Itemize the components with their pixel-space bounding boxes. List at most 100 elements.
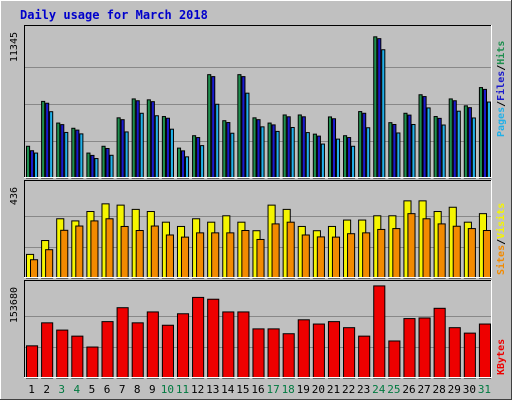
bar-files-day-7 bbox=[120, 119, 125, 179]
bar-hits-day-20 bbox=[312, 133, 317, 179]
bar-sites-day-23 bbox=[362, 232, 371, 279]
bar-hits-day-2 bbox=[41, 100, 46, 179]
bar-hits-day-7 bbox=[116, 117, 121, 179]
bar-pages-day-18 bbox=[290, 126, 295, 179]
bar-hits-day-29 bbox=[448, 98, 453, 179]
day-label-8: 8 bbox=[134, 383, 141, 396]
bar-sites-day-30 bbox=[467, 228, 476, 279]
bar-sites-day-4 bbox=[75, 225, 84, 279]
bar-files-day-19 bbox=[301, 116, 306, 179]
bar-files-day-9 bbox=[150, 101, 155, 179]
bar-files-day-18 bbox=[286, 116, 291, 179]
bar-pages-day-14 bbox=[230, 132, 235, 179]
bar-files-day-28 bbox=[437, 117, 442, 179]
bar-hits-day-19 bbox=[297, 114, 302, 179]
chart-title: Daily usage for March 2018 bbox=[20, 8, 208, 22]
y-max-label-kbytes: 153680 bbox=[9, 287, 20, 323]
bar-pages-day-8 bbox=[139, 112, 144, 179]
bar-hits-day-23 bbox=[358, 111, 363, 179]
bar-pages-day-17 bbox=[275, 130, 280, 179]
day-label-24: 24 bbox=[372, 383, 386, 396]
bar-hits-day-12 bbox=[192, 135, 197, 179]
bar-sites-day-22 bbox=[347, 233, 356, 279]
bar-pages-day-2 bbox=[49, 111, 54, 179]
bar-files-day-13 bbox=[211, 76, 216, 179]
day-label-4: 4 bbox=[74, 383, 81, 396]
day-label-9: 9 bbox=[149, 383, 156, 396]
bar-hits-day-21 bbox=[327, 116, 333, 179]
day-label-15: 15 bbox=[236, 383, 249, 396]
day-label-19: 19 bbox=[297, 383, 310, 396]
bar-files-day-30 bbox=[467, 107, 472, 179]
day-label-30: 30 bbox=[463, 383, 476, 396]
bar-pages-day-31 bbox=[486, 101, 492, 179]
x-axis-day-labels: 1 2 3 4 5 6 7 8 9 10 11 12 13 14 15 16 17 18 19 20 21 22 23 24 2… bbox=[28, 383, 491, 396]
bar-pages-day-1 bbox=[34, 152, 39, 179]
bar-sites-day-5 bbox=[90, 220, 99, 279]
bar-kbytes-day-6 bbox=[101, 321, 114, 379]
bar-kbytes-day-30 bbox=[463, 332, 476, 379]
bar-files-day-16 bbox=[256, 119, 261, 179]
bar-kbytes-day-1 bbox=[26, 345, 39, 379]
legend-visits: Visits bbox=[495, 203, 507, 239]
bar-pages-day-22 bbox=[351, 145, 356, 179]
bar-kbytes-day-26 bbox=[403, 318, 416, 379]
bar-pages-day-25 bbox=[396, 132, 401, 179]
bar-kbytes-day-25 bbox=[388, 340, 401, 379]
bar-hits-day-15 bbox=[237, 74, 242, 179]
day-label-26: 26 bbox=[402, 383, 415, 396]
bar-sites-day-3 bbox=[60, 229, 69, 279]
day-label-28: 28 bbox=[433, 383, 446, 396]
bar-sites-day-28 bbox=[437, 223, 446, 279]
bar-kbytes-day-18 bbox=[282, 333, 295, 379]
bar-hits-day-8 bbox=[131, 98, 136, 179]
bar-sites-day-21 bbox=[331, 236, 341, 279]
bar-hits-day-26 bbox=[403, 112, 408, 179]
bar-kbytes-day-20 bbox=[312, 323, 325, 379]
bar-pages-day-15 bbox=[245, 92, 250, 179]
legend-hits: Hits bbox=[495, 41, 507, 65]
bar-hits-day-9 bbox=[146, 99, 151, 179]
bar-hits-day-11 bbox=[176, 147, 182, 179]
day-label-17: 17 bbox=[266, 383, 279, 396]
bar-files-day-31 bbox=[482, 88, 488, 179]
bar-sites-day-14 bbox=[226, 232, 235, 279]
bar-kbytes-day-12 bbox=[192, 296, 205, 379]
day-label-22: 22 bbox=[342, 383, 355, 396]
bar-kbytes-day-16 bbox=[252, 328, 265, 379]
legend-kbytes: KBytes bbox=[496, 339, 507, 375]
bar-files-day-11 bbox=[180, 150, 186, 179]
bar-kbytes-day-28 bbox=[433, 307, 446, 379]
bar-hits-day-31 bbox=[478, 87, 484, 179]
y-max-label-visits-sites: 436 bbox=[9, 187, 20, 205]
bar-pages-day-4 bbox=[79, 133, 84, 179]
bar-hits-day-16 bbox=[252, 117, 257, 179]
bar-sites-day-26 bbox=[407, 213, 416, 279]
bar-sites-day-11 bbox=[180, 236, 190, 279]
day-label-6: 6 bbox=[104, 383, 111, 396]
bar-kbytes-day-13 bbox=[207, 298, 220, 379]
bar-pages-day-28 bbox=[441, 124, 446, 179]
bar-files-day-15 bbox=[241, 76, 246, 179]
day-label-18: 18 bbox=[282, 383, 295, 396]
bar-files-day-25 bbox=[392, 123, 397, 179]
bar-kbytes-day-19 bbox=[297, 319, 310, 379]
legend-sites: Sites bbox=[495, 245, 507, 275]
bar-kbytes-day-8 bbox=[131, 322, 144, 379]
bar-pages-day-3 bbox=[64, 131, 69, 179]
bar-kbytes-day-17 bbox=[267, 328, 280, 379]
day-label-16: 16 bbox=[251, 383, 264, 396]
panel-visits-sites: 436 Sites/Visits bbox=[9, 180, 507, 279]
day-label-2: 2 bbox=[43, 383, 50, 396]
bar-files-day-17 bbox=[271, 124, 276, 179]
day-label-12: 12 bbox=[191, 383, 204, 396]
bar-kbytes-day-10 bbox=[161, 324, 174, 379]
day-label-1: 1 bbox=[28, 383, 35, 396]
bar-pages-day-24 bbox=[381, 49, 386, 179]
bar-hits-day-18 bbox=[282, 114, 287, 179]
bar-sites-day-20 bbox=[316, 236, 325, 279]
legend-label-hits-files-pages: Pages/Files/Hits bbox=[495, 41, 507, 137]
bar-pages-day-20 bbox=[320, 143, 325, 179]
bar-kbytes-day-31 bbox=[478, 323, 492, 379]
